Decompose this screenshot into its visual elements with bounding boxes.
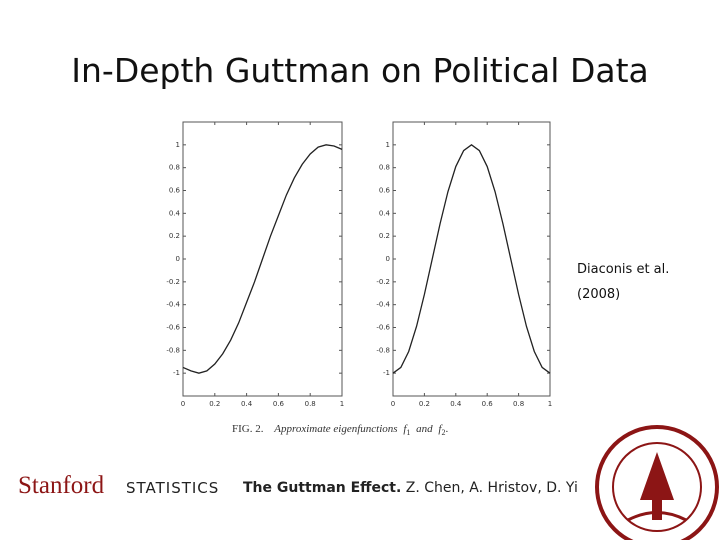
y-tick-label: -0.4 — [376, 301, 390, 309]
talk-title: The Guttman Effect. — [243, 480, 401, 496]
x-tick-label: 0.4 — [241, 400, 253, 408]
y-tick-label: -1 — [383, 369, 390, 377]
caption-subscript: 2 — [441, 428, 445, 437]
caption-symbol: f — [403, 423, 408, 435]
reference: Diaconis et al. — [577, 262, 669, 277]
y-tick-label: -0.8 — [376, 346, 390, 354]
department: STATISTICS — [126, 479, 219, 497]
x-tick-label: 0 — [181, 400, 185, 408]
plot-frame — [392, 121, 551, 397]
curve — [392, 144, 551, 374]
y-tick-label: 0.2 — [379, 232, 390, 240]
x-tick-label: 0.8 — [513, 400, 524, 408]
y-tick-label: 0.4 — [169, 209, 181, 217]
y-tick-label: -0.6 — [376, 324, 390, 332]
x-tick-label: 0.8 — [305, 400, 316, 408]
y-tick-label: 0.4 — [379, 209, 391, 217]
caption-text: Approximate eigenfunctions — [273, 423, 397, 435]
x-tick-label: 0.2 — [419, 400, 430, 408]
x-tick-label: 0.6 — [273, 400, 285, 408]
y-tick-label: -1 — [173, 369, 180, 377]
footer-citation: The Guttman Effect. Z. Chen, A. Hristov,… — [243, 480, 578, 496]
figure-caption: FIG. 2. Approximate eigenfunctions f1 an… — [232, 423, 448, 438]
y-tick-label: -0.4 — [166, 301, 180, 309]
seal — [595, 425, 719, 540]
x-tick-label: 0.6 — [482, 400, 494, 408]
caption-end: . — [445, 423, 448, 435]
chart: -1 -0.8 -0.6 -0.4 -0.2 0 0.2 0.4 0.6 0.8 1 0 0.2 0.4 0… — [376, 121, 552, 408]
x-tick-label: 0.2 — [209, 400, 220, 408]
y-tick-label: 1 — [176, 141, 180, 149]
caption-label: FIG. 2. — [232, 423, 264, 435]
y-tick-label: -0.2 — [166, 278, 180, 286]
y-tick-label: 0.6 — [169, 187, 181, 195]
y-tick-label: -0.8 — [166, 346, 180, 354]
x-tick-label: 0.4 — [450, 400, 462, 408]
y-tick-label: 0.2 — [169, 232, 180, 240]
authors: Z. Chen, A. Hristov, D. Yi — [406, 480, 578, 496]
figure: -1 -0.8 -0.6 -0.4 -0.2 0 0.2 0.4 0.6 0.8 1 0 0.2 0.4 0… — [166, 121, 552, 408]
caption-symbol: f — [438, 423, 443, 435]
y-tick-label: 0 — [386, 255, 390, 263]
x-tick-label: 1 — [340, 400, 344, 408]
y-tick-label: -0.2 — [376, 278, 390, 286]
x-tick-label: 1 — [548, 400, 552, 408]
slide-title: In-Depth Guttman on Political Data — [71, 51, 648, 90]
curve — [182, 144, 343, 374]
reference: (2008) — [577, 287, 620, 302]
y-tick-label: 0 — [176, 255, 180, 263]
caption-and: and — [416, 423, 433, 435]
caption-subscript: 1 — [406, 428, 410, 437]
y-tick-label: 0.8 — [169, 164, 180, 172]
y-tick-label: 0.8 — [379, 164, 390, 172]
chart: -1 -0.8 -0.6 -0.4 -0.2 0 0.2 0.4 0.6 0.8 1 0 0.2 0.4 0… — [166, 121, 344, 408]
y-tick-label: 0.6 — [379, 187, 391, 195]
brand: Stanford — [18, 472, 105, 499]
x-tick-label: 0 — [391, 400, 395, 408]
y-tick-label: 1 — [386, 141, 390, 149]
y-tick-label: -0.6 — [166, 324, 180, 332]
